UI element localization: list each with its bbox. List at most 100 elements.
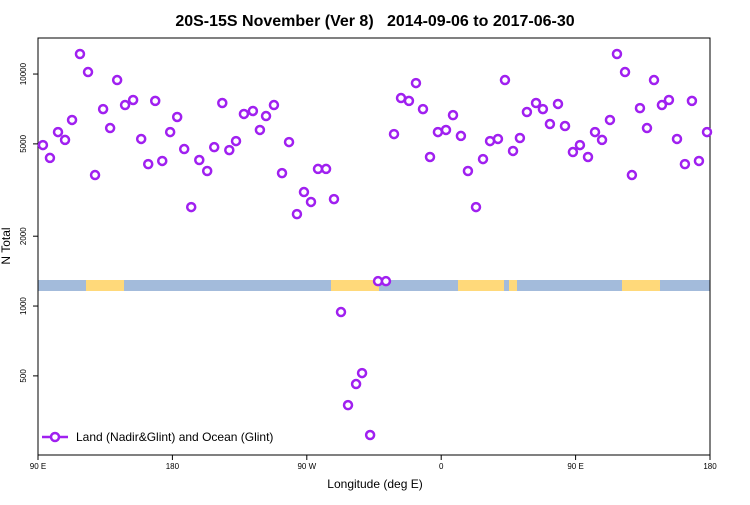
data-point: [66, 114, 78, 126]
data-point: [604, 114, 616, 126]
data-point: [552, 98, 564, 110]
data-point: [455, 130, 467, 142]
data-point: [268, 99, 280, 111]
data-point: [119, 99, 131, 111]
data-point: [403, 95, 415, 107]
data-point: [537, 103, 549, 115]
data-point: [432, 126, 444, 138]
data-point: [247, 105, 259, 117]
data-point: [514, 132, 526, 144]
land-strip: [86, 280, 124, 291]
data-point: [44, 152, 56, 164]
data-point: [156, 155, 168, 167]
y-tick-label: 2000: [19, 227, 28, 245]
legend-label: Land (Nadir&Glint) and Ocean (Glint): [76, 430, 273, 444]
y-tick-label: 10000: [19, 62, 28, 85]
data-point: [544, 118, 556, 130]
data-point: [260, 110, 272, 122]
data-point: [291, 208, 303, 220]
data-point: [589, 126, 601, 138]
land-strip: [331, 280, 379, 291]
data-point: [388, 128, 400, 140]
data-point: [611, 48, 623, 60]
data-point: [164, 126, 176, 138]
data-point: [320, 163, 332, 175]
data-point: [185, 201, 197, 213]
chart-title: 20S-15S November (Ver 8) 2014-09-06 to 2…: [175, 13, 574, 30]
data-point: [283, 136, 295, 148]
data-point: [521, 106, 533, 118]
data-point: [342, 399, 354, 411]
data-point: [238, 108, 250, 120]
data-point: [224, 144, 235, 156]
data-point: [567, 146, 579, 158]
data-point: [634, 102, 646, 114]
data-point: [417, 103, 429, 115]
data-point: [380, 275, 392, 287]
land-strip: [509, 280, 517, 291]
data-point: [686, 95, 698, 107]
data-point: [135, 133, 147, 145]
data-point: [276, 167, 288, 179]
data-point: [641, 122, 653, 134]
data-point: [619, 66, 631, 78]
data-point: [470, 201, 482, 213]
data-point: [111, 74, 123, 86]
data-point: [335, 306, 347, 318]
data-point: [440, 124, 452, 136]
data-point: [410, 77, 422, 89]
land-strip: [458, 280, 504, 291]
data-point: [507, 145, 519, 157]
data-point: [97, 103, 109, 115]
x-tick-label: 90 E: [567, 462, 583, 471]
y-tick-label: 1000: [19, 297, 28, 315]
data-point: [447, 109, 459, 121]
data-point: [59, 134, 71, 146]
data-point: [530, 97, 542, 109]
data-point: [74, 48, 86, 60]
data-point: [626, 169, 638, 181]
data-point: [178, 143, 190, 155]
data-point: [171, 111, 183, 123]
x-tick-label: 0: [439, 462, 444, 471]
plot-frame: [37, 37, 711, 456]
data-point: [356, 367, 368, 379]
x-tick-label: 90 W: [297, 462, 316, 471]
y-tick-label: 500: [19, 369, 28, 383]
data-point: [350, 378, 362, 390]
data-point: [328, 193, 340, 205]
y-axis-title: N Total: [0, 227, 13, 264]
data-point: [679, 158, 691, 170]
data-point: [201, 165, 213, 177]
data-point: [142, 158, 154, 170]
data-point: [305, 196, 317, 208]
data-point: [208, 141, 220, 153]
data-point: [596, 134, 608, 146]
data-point: [663, 94, 675, 106]
data-point: [217, 97, 228, 109]
data-point: [127, 94, 139, 106]
data-point: [656, 99, 668, 111]
data-point: [492, 133, 504, 145]
data-point: [462, 165, 474, 177]
data-point: [298, 186, 310, 198]
data-point: [194, 154, 205, 166]
x-tick-label: 90 E: [30, 462, 46, 471]
data-point: [648, 74, 660, 86]
x-tick-label: 180: [703, 462, 717, 471]
data-point: [52, 126, 64, 138]
data-point: [312, 163, 324, 175]
x-axis-title: Longitude (deg E): [327, 477, 422, 491]
legend-marker: [49, 431, 61, 443]
data-point: [104, 122, 116, 134]
data-point: [499, 74, 511, 86]
data-point: [37, 139, 49, 151]
data-point: [671, 133, 683, 145]
data-point: [693, 155, 705, 167]
data-point: [82, 66, 94, 78]
data-point: [701, 126, 713, 138]
data-point: [559, 120, 571, 132]
data-point: [254, 124, 266, 136]
land-strip: [622, 280, 660, 291]
